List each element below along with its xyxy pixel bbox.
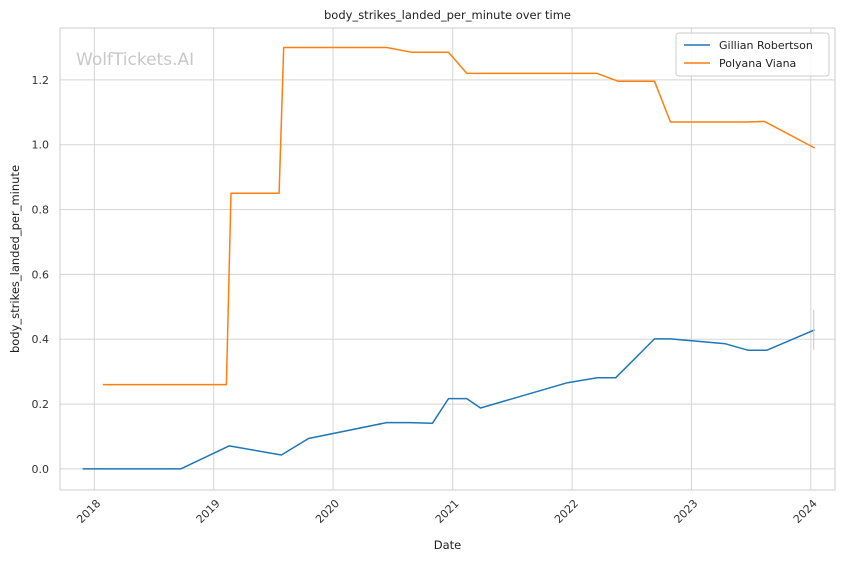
y-axis-label: body_strikes_landed_per_minute <box>8 165 22 353</box>
watermark-text: WolfTickets.AI <box>76 50 194 70</box>
chart-title: body_strikes_landed_per_minute over time <box>324 8 571 22</box>
grid-lines <box>60 28 835 490</box>
y-tick-label: 1.2 <box>32 74 50 87</box>
legend-box <box>675 32 830 77</box>
x-tick-label: 2023 <box>671 497 700 526</box>
legend-label-2: Polyana Viana <box>719 57 796 70</box>
x-tick-label: 2018 <box>74 497 103 526</box>
legend: Gillian Robertson Polyana Viana <box>675 32 830 77</box>
series-line-2 <box>102 46 816 386</box>
plot-frame <box>59 27 836 491</box>
x-axis-label: Date <box>434 538 462 552</box>
series-lines <box>82 46 816 470</box>
y-tick-label: 0.6 <box>32 268 50 281</box>
y-tick-label: 0.8 <box>32 204 50 217</box>
y-tick-label: 1.0 <box>32 139 50 152</box>
y-tick-label: 0.0 <box>32 463 50 476</box>
series-line-1 <box>82 329 815 470</box>
x-tick-label: 2021 <box>433 497 462 526</box>
x-tick-label: 2024 <box>791 497 820 526</box>
y-tick-label: 0.4 <box>32 333 50 346</box>
x-tick-label: 2022 <box>552 497 581 526</box>
y-tick-label: 0.2 <box>32 398 50 411</box>
x-tick-label: 2019 <box>194 497 223 526</box>
x-tick-label: 2020 <box>313 497 342 526</box>
tick-labels: 0.0 0.2 0.4 0.6 0.8 1.0 1.2 2018 2019 2020 2021 202… <box>32 74 820 526</box>
legend-label-1: Gillian Robertson <box>719 39 813 52</box>
